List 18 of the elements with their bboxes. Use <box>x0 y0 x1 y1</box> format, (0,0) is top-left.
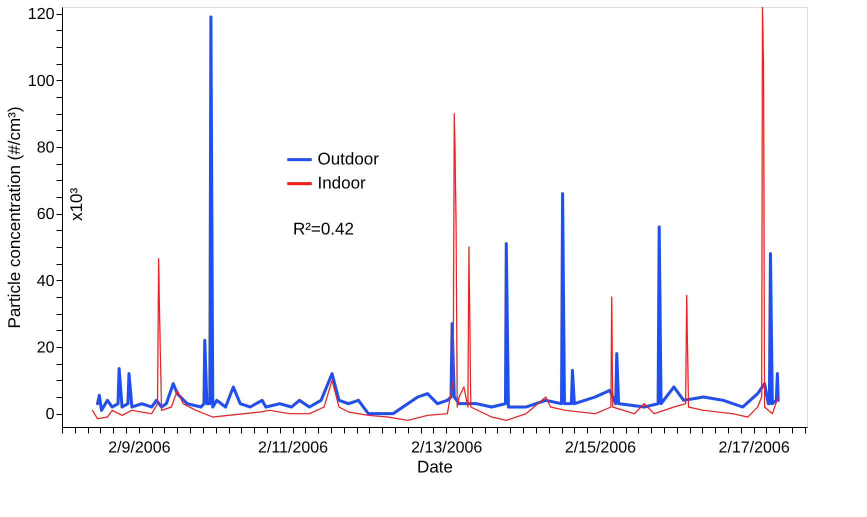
y-tick-label: 120 <box>28 6 55 24</box>
annotation: R²=0.42 <box>292 220 354 239</box>
annotation: x10³ <box>66 188 86 221</box>
y-tick-label: 100 <box>28 72 55 90</box>
y-tick-label: 40 <box>36 272 55 290</box>
legend-label: Indoor <box>318 174 366 193</box>
y-tick-label: 80 <box>36 140 55 156</box>
y-tick-label: 20 <box>36 340 55 356</box>
x-tick-label: 2/9/2006 <box>108 440 171 456</box>
y-tick-label: 0 <box>46 406 55 424</box>
y-tick-label: 60 <box>36 206 55 224</box>
x-tick-label: 2/11/2006 <box>258 440 328 456</box>
legend-label: Outdoor <box>318 150 380 169</box>
x-axis-title: Date <box>417 458 453 476</box>
x-tick-label: 2/15/2006 <box>564 440 636 456</box>
y-axis-title: Particle concentration (#/cm³) <box>4 106 24 329</box>
x-tick-label: 2/13/2006 <box>411 440 482 456</box>
x-tick-label: 2/17/2006 <box>718 440 790 456</box>
